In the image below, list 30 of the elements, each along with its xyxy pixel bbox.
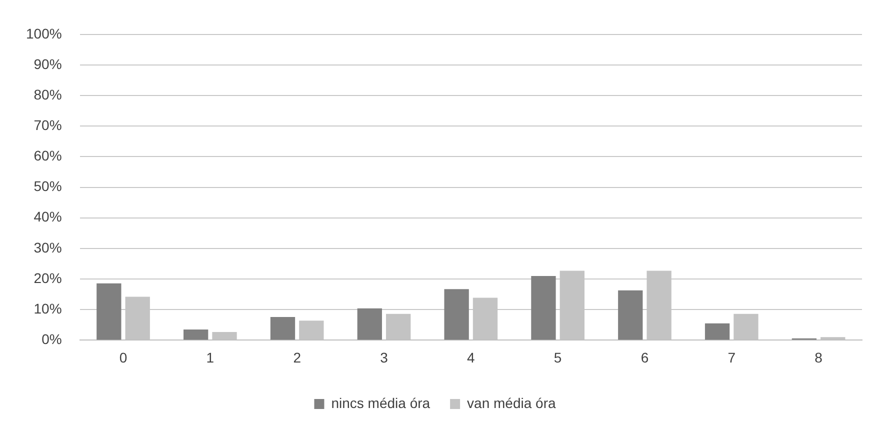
y-tick-label: 60%	[34, 148, 62, 164]
legend-label: van média óra	[467, 394, 556, 411]
x-tick-label: 5	[554, 349, 562, 366]
x-tick-label: 7	[728, 349, 736, 366]
x-tick-label: 2	[293, 349, 302, 366]
bar	[618, 290, 643, 340]
y-tick-label: 100%	[26, 25, 62, 42]
x-tick-label: 8	[814, 349, 823, 366]
bar	[531, 276, 556, 340]
bar	[357, 308, 382, 340]
x-tick-label: 6	[640, 349, 649, 366]
x-tick-label: 4	[467, 349, 476, 366]
bar	[444, 289, 469, 340]
x-tick-label: 0	[119, 349, 128, 366]
x-tick-label: 3	[380, 349, 388, 366]
y-tick-label: 30%	[34, 239, 62, 256]
bar	[184, 329, 208, 340]
y-tick-label: 20%	[34, 270, 62, 286]
bar	[270, 316, 296, 340]
bar	[704, 323, 730, 340]
x-tick-label: 1	[206, 349, 214, 366]
y-tick-label: 50%	[34, 178, 62, 194]
y-tick-label: 90%	[34, 56, 62, 72]
y-tick-label: 0%	[42, 331, 62, 348]
y-tick-label: 40%	[34, 208, 62, 225]
y-tick-label: 10%	[34, 300, 62, 316]
y-tick-label: 80%	[34, 86, 62, 102]
legend-label: nincs média óra	[331, 394, 430, 411]
bar	[96, 283, 122, 340]
y-tick-label: 70%	[34, 117, 62, 133]
